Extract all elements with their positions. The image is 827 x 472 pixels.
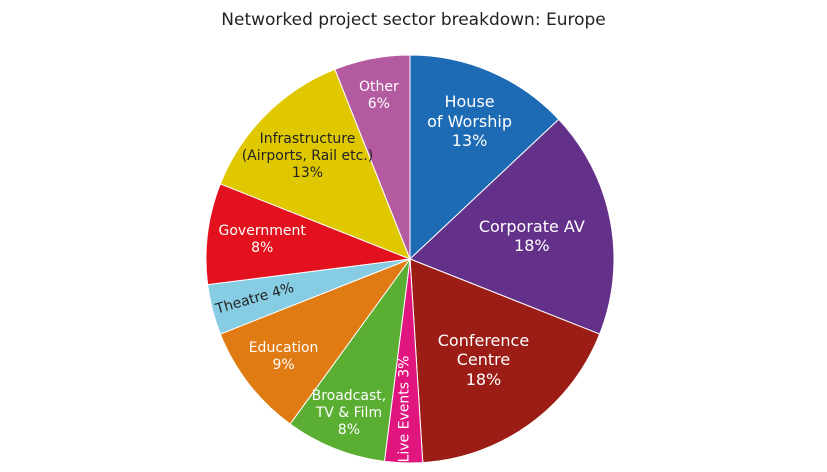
category-label: Live Events bbox=[396, 381, 413, 463]
pie-slice bbox=[409, 258, 601, 464]
slice-label: Education 9% bbox=[249, 340, 319, 374]
value-label: 18% bbox=[514, 235, 550, 255]
category-label: Government bbox=[218, 223, 306, 240]
slice-label: Government 8% bbox=[219, 224, 306, 258]
pie-slice bbox=[409, 54, 560, 261]
slice-label: Corporate AV 18% bbox=[479, 217, 585, 255]
pie-slice bbox=[205, 183, 411, 286]
value-label: 8% bbox=[251, 240, 274, 257]
category-label: House of Worship bbox=[427, 92, 512, 131]
chart-title: Networked project sector breakdown: Euro… bbox=[221, 10, 606, 30]
category-label: Infrastructure (Airports, Rail etc.) bbox=[241, 131, 374, 165]
value-label: 18% bbox=[465, 369, 502, 389]
pie-slice bbox=[219, 68, 411, 260]
value-label: 3% bbox=[396, 355, 413, 378]
slice-label: House of Worship 13% bbox=[427, 93, 512, 151]
slice-label: Live Events 3% bbox=[397, 355, 414, 462]
slice-label: Conference Centre 18% bbox=[438, 331, 529, 389]
category-label: Corporate AV bbox=[478, 216, 585, 236]
slice-label: Infrastructure (Airports, Rail etc.) 13% bbox=[242, 131, 374, 181]
category-label: Education bbox=[248, 340, 319, 357]
value-label: 6% bbox=[367, 95, 390, 112]
category-label: Broadcast, TV & Film bbox=[311, 388, 387, 421]
value-label: 9% bbox=[272, 357, 295, 374]
category-label: Other bbox=[359, 79, 399, 96]
value-label: 8% bbox=[337, 421, 360, 438]
slice-label: Other 6% bbox=[359, 79, 399, 113]
pie-slice bbox=[409, 118, 615, 335]
pie-slice bbox=[334, 54, 411, 260]
value-label: 13% bbox=[291, 164, 324, 181]
category-label: Conference Centre bbox=[437, 331, 530, 370]
slice-label: Broadcast, TV & Film 8% bbox=[312, 388, 387, 438]
value-label: 13% bbox=[451, 130, 488, 150]
pie-slice bbox=[289, 258, 411, 462]
pie-slice bbox=[219, 257, 412, 425]
